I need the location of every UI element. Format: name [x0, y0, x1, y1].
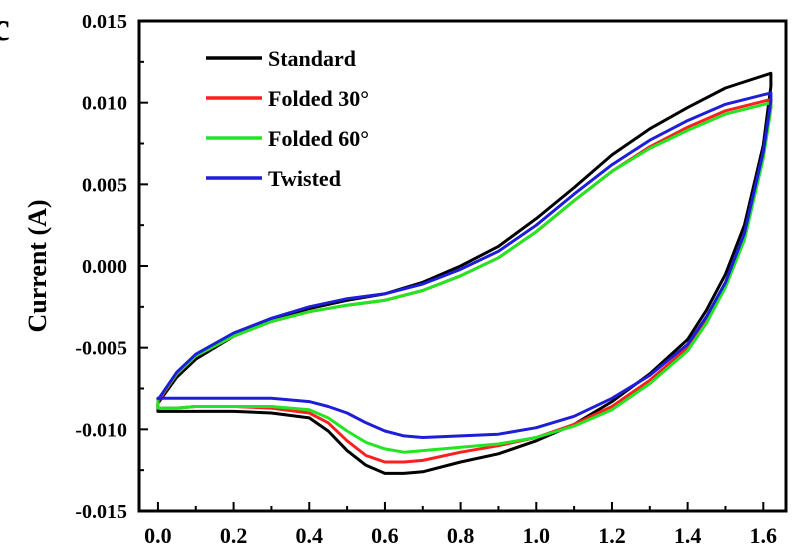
y-tick-label: -0.015 — [75, 501, 127, 523]
x-tick-label: 0.0 — [144, 523, 172, 546]
panel-letter: c — [0, 4, 10, 49]
y-tick-label: 0.005 — [82, 174, 127, 196]
series-line-2 — [156, 101, 773, 454]
y-tick-label: 0.000 — [82, 256, 127, 278]
x-tick-label: 1.2 — [598, 523, 626, 546]
legend: Standard Folded 30° Folded 60° Twisted — [206, 46, 369, 191]
y-tick-label: -0.010 — [75, 419, 127, 441]
y-tick-label: -0.005 — [75, 338, 127, 360]
x-tick-label: 0.4 — [296, 523, 324, 546]
y-axis-label: Current (A) — [23, 199, 52, 332]
tick-layer: 0.0 0.2 0.4 0.6 0.8 1.0 1.2 1.4 1.6 -0.015 -0.010 -… — [75, 11, 777, 546]
series-line-3 — [156, 91, 773, 439]
y-tick-label: 0.010 — [82, 93, 127, 115]
legend-label: Folded 60° — [268, 126, 369, 151]
legend-label: Standard — [268, 46, 356, 71]
series-layer — [156, 71, 773, 475]
x-tick-label: 1.4 — [674, 523, 702, 546]
x-tick-label: 0.6 — [371, 523, 399, 546]
legend-label: Twisted — [268, 166, 341, 191]
x-tick-label: 0.8 — [447, 523, 475, 546]
x-tick-label: 1.0 — [523, 523, 551, 546]
y-tick-label: 0.015 — [82, 11, 127, 33]
x-tick-label: 1.6 — [750, 523, 778, 546]
x-tick-label: 0.2 — [220, 523, 248, 546]
legend-label: Folded 30° — [268, 86, 369, 111]
